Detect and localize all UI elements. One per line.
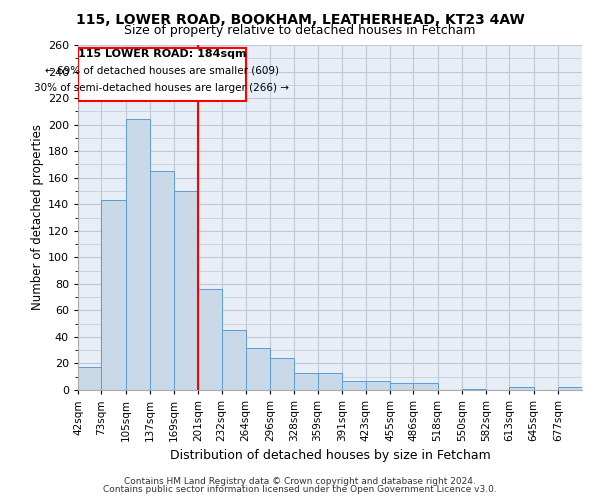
Bar xyxy=(462,388,486,390)
Bar xyxy=(390,384,413,390)
Bar xyxy=(101,200,125,390)
Bar xyxy=(78,368,101,390)
Text: 30% of semi-detached houses are larger (266) →: 30% of semi-detached houses are larger (… xyxy=(34,84,289,94)
Bar xyxy=(294,373,317,390)
Bar xyxy=(317,373,342,390)
Text: Contains public sector information licensed under the Open Government Licence v3: Contains public sector information licen… xyxy=(103,485,497,494)
Y-axis label: Number of detached properties: Number of detached properties xyxy=(31,124,44,310)
Bar xyxy=(270,358,294,390)
Bar xyxy=(150,171,174,390)
Bar xyxy=(125,120,150,390)
Bar xyxy=(509,388,533,390)
Text: Contains HM Land Registry data © Crown copyright and database right 2024.: Contains HM Land Registry data © Crown c… xyxy=(124,477,476,486)
Text: Size of property relative to detached houses in Fetcham: Size of property relative to detached ho… xyxy=(124,24,476,37)
Bar xyxy=(174,191,198,390)
X-axis label: Distribution of detached houses by size in Fetcham: Distribution of detached houses by size … xyxy=(170,450,490,462)
Bar xyxy=(342,380,366,390)
Bar xyxy=(198,289,221,390)
Text: 115, LOWER ROAD, BOOKHAM, LEATHERHEAD, KT23 4AW: 115, LOWER ROAD, BOOKHAM, LEATHERHEAD, K… xyxy=(76,12,524,26)
Bar xyxy=(221,330,246,390)
Text: ← 69% of detached houses are smaller (609): ← 69% of detached houses are smaller (60… xyxy=(45,66,279,76)
Text: 115 LOWER ROAD: 184sqm: 115 LOWER ROAD: 184sqm xyxy=(77,49,246,59)
Bar xyxy=(558,388,582,390)
Bar xyxy=(413,384,437,390)
Bar xyxy=(366,380,390,390)
Bar xyxy=(78,48,246,100)
Bar xyxy=(246,348,270,390)
